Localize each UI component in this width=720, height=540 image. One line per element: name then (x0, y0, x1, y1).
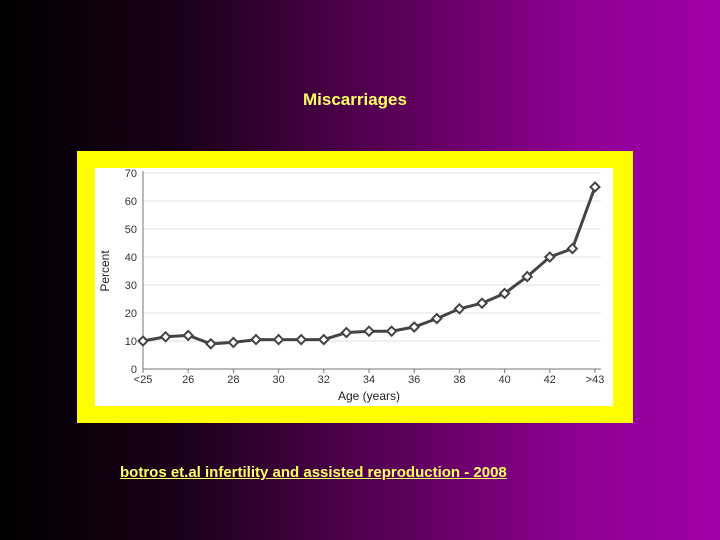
x-tick-labels: <25 26 28 30 32 34 36 38 40 42 >43 (134, 374, 605, 386)
data-point-marker (521, 270, 534, 283)
y-tick-label: 40 (125, 252, 137, 264)
line-chart: 0 10 20 30 40 50 60 70 <25 26 28 30 32 34 36 38 40 42 >43… (98, 168, 605, 403)
y-tick-labels: 0 10 20 30 40 50 60 70 (125, 168, 137, 376)
data-point-marker (159, 330, 172, 343)
y-axis-label: Percent (98, 250, 112, 292)
x-tick-label: >43 (586, 374, 605, 386)
data-point-marker (543, 251, 556, 263)
series-line (142, 186, 597, 346)
y-tick-label: 30 (125, 280, 137, 292)
citation-text: botros et.al infertility and assisted re… (120, 464, 507, 481)
series-markers (137, 181, 601, 350)
x-tick-label: 28 (227, 374, 239, 386)
data-point-marker (317, 333, 330, 346)
y-tick-label: 50 (125, 224, 137, 236)
y-tick-label: 70 (125, 168, 137, 180)
data-point-marker (295, 333, 308, 346)
x-tick-label: 38 (453, 374, 465, 386)
slide-title: Miscarriages (303, 90, 407, 109)
data-point-marker (385, 325, 398, 338)
data-point-marker (340, 326, 353, 339)
y-tick-label: 60 (125, 196, 137, 208)
data-point-marker (498, 287, 511, 300)
x-tick-label: <25 (134, 374, 153, 386)
x-axis-label: Age (years) (338, 389, 400, 403)
data-point-marker (430, 312, 443, 325)
data-point-marker (204, 337, 217, 350)
data-point-marker (408, 321, 421, 333)
data-point-marker (453, 302, 466, 315)
y-tick-label: 0 (131, 364, 137, 376)
chart-grid (143, 172, 601, 342)
data-point-marker (476, 297, 488, 310)
x-tick-label: 34 (363, 374, 375, 386)
data-point-marker (589, 181, 601, 193)
y-tick-label: 20 (125, 308, 137, 320)
data-point-marker (250, 333, 262, 346)
data-point-marker (566, 242, 579, 255)
chart-plot-background (95, 168, 613, 406)
x-tick-label: 26 (182, 374, 194, 386)
data-point-marker (137, 335, 149, 347)
data-point-marker (272, 333, 285, 346)
x-tick-label: 40 (498, 374, 510, 386)
data-point-marker (227, 336, 240, 349)
x-tick-label: 30 (272, 374, 284, 386)
x-tick-label: 36 (408, 374, 420, 386)
x-tick-label: 32 (318, 374, 330, 386)
y-tick-label: 10 (125, 336, 137, 348)
data-point-marker (182, 329, 195, 342)
data-point-marker (363, 325, 375, 338)
x-tick-label: 42 (544, 374, 556, 386)
